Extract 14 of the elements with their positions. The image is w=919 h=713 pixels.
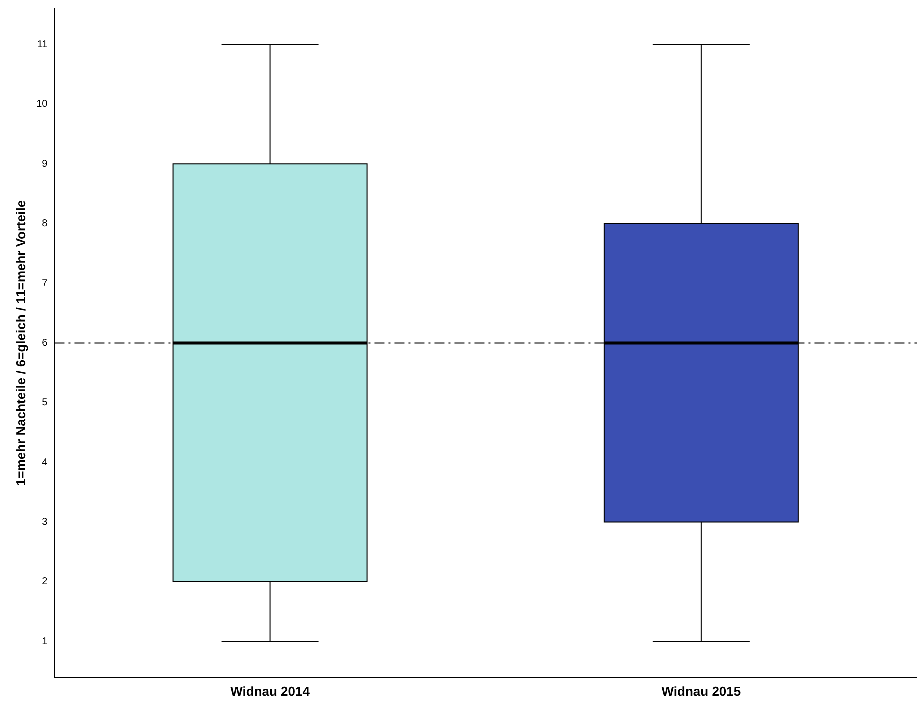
y-axis-title: 1=mehr Nachteile / 6=gleich / 11=mehr Vorteile [13,200,28,486]
y-tick-label: 11 [37,40,48,51]
y-tick-label: 1 [42,636,48,648]
x-tick-label: Widnau 2015 [662,684,742,699]
y-tick-label: 2 [42,576,48,588]
y-tick-label: 5 [42,398,48,409]
y-tick-label: 10 [36,99,48,110]
y-tick-label: 9 [42,158,48,170]
y-tick-label: 7 [42,278,48,290]
y-tick-label: 4 [42,457,48,468]
y-tick-label: 3 [42,516,48,528]
x-tick-label: Widnau 2014 [230,684,311,699]
y-tick-label: 6 [42,338,48,349]
y-tick-label: 8 [42,218,48,230]
